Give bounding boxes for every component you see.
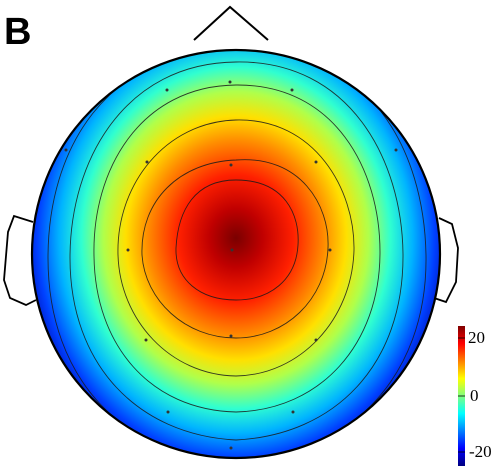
electrode-marker (229, 163, 233, 167)
electrode-marker (314, 160, 318, 164)
left-ear-outline (3, 214, 37, 306)
contour-line (141, 159, 329, 339)
right-ear-outline (433, 217, 459, 304)
electrode-marker (328, 248, 332, 252)
colorbar: 20 0 -20 (458, 326, 492, 466)
colorbar-tick-label: 20 (468, 328, 485, 347)
electrode-marker (229, 334, 233, 338)
electrode-marker (290, 88, 294, 92)
colorbar-tick-label: 0 (470, 386, 479, 405)
head-outline (30, 48, 442, 460)
contour-line (47, 50, 427, 458)
electrode-marker (64, 148, 68, 152)
electrode-marker (165, 88, 169, 92)
contour-line (69, 61, 404, 441)
contour-line (117, 119, 355, 377)
colorbar-tick-label: -20 (469, 442, 492, 461)
electrode-marker (166, 410, 170, 414)
electrode-marker (144, 338, 148, 342)
electrode-marker (230, 248, 234, 252)
electrode-marker (394, 148, 398, 152)
electrode-marker (229, 446, 233, 450)
electrode-marker (314, 338, 318, 342)
electrode-marker (145, 160, 149, 164)
nose-outline (193, 5, 269, 41)
electrode-marker (126, 248, 130, 252)
scalp-heatmap (32, 50, 440, 458)
panel-label: B (4, 11, 31, 53)
electrode-marker (291, 410, 295, 414)
contour-line (175, 179, 299, 301)
electrode-marker (228, 80, 232, 84)
contour-line (93, 84, 381, 413)
